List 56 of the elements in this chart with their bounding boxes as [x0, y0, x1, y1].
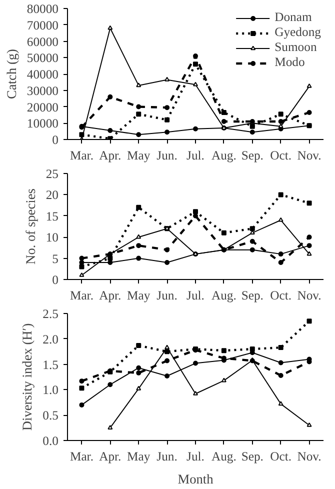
y-tick-label: 0	[52, 133, 58, 147]
x-tick-label: May	[127, 148, 151, 162]
x-tick-label: Mar.	[70, 450, 94, 464]
legend-label: Gyedong	[274, 25, 321, 40]
x-tick-label: Nov.	[297, 288, 322, 302]
y-tick-label: 70000	[26, 18, 58, 32]
x-tick-label: May	[127, 450, 151, 464]
x-tick-label: Aug.	[211, 288, 236, 302]
x-tick-label: Mar.	[70, 288, 94, 302]
x-tick-label: Aug.	[211, 450, 236, 464]
x-tick-label: Aug.	[211, 148, 236, 162]
x-tick-label: Jul.	[186, 450, 204, 464]
y-tick-label: 20000	[26, 100, 58, 114]
x-tick-label: Jun.	[156, 288, 178, 302]
x-tick-label: Jul.	[186, 148, 204, 162]
y-tick-label: 5	[52, 252, 58, 266]
y-tick-label: 1.0	[42, 383, 59, 398]
legend-label: Sumoon	[274, 40, 317, 55]
y-tick-label: 10000	[26, 116, 58, 131]
x-tick-label: Apr.	[99, 450, 122, 464]
x-tick-label: Nov.	[297, 148, 322, 162]
x-tick-label: Apr.	[99, 148, 122, 162]
y-tick-label: 15	[46, 209, 58, 224]
legend-label: Modo	[274, 55, 305, 70]
y-tick-label: 20	[46, 188, 58, 202]
x-tick-label: Oct.	[270, 450, 292, 464]
y-tick-label: 40000	[26, 68, 58, 82]
y-tick-label: 10	[46, 230, 58, 245]
y-tick-label: 60000	[26, 34, 58, 49]
x-tick-label: Sep.	[241, 148, 264, 162]
y-tick-label: 50000	[26, 51, 58, 66]
x-tick-label: Sep.	[241, 450, 264, 464]
y-tick-label: 2.0	[42, 332, 59, 346]
y-tick-label: 0.5	[42, 408, 59, 423]
y-tick-label: 1.5	[42, 358, 59, 372]
x-tick-label: Mar.	[70, 148, 94, 162]
x-tick-label: Jul.	[186, 288, 204, 302]
x-tick-label: Jun.	[156, 450, 178, 464]
legend-label: Donam	[274, 10, 312, 25]
x-tick-label: May	[127, 288, 151, 302]
y-axis-title: No. of species	[22, 188, 38, 264]
y-tick-label: 0.0	[42, 434, 59, 448]
x-tick-label: Jun.	[156, 148, 178, 162]
x-tick-label: Nov.	[297, 450, 322, 464]
x-tick-label: Oct.	[270, 288, 292, 302]
y-axis-title: Catch (g)	[4, 49, 19, 99]
x-axis-title: Month	[178, 472, 214, 486]
x-tick-label: Oct.	[270, 148, 292, 162]
y-tick-label: 0	[52, 273, 58, 287]
y-axis-title: Diversity index (H′)	[20, 323, 35, 431]
y-tick-label: 30000	[26, 84, 58, 98]
x-tick-label: Sep.	[241, 288, 264, 302]
y-tick-label: 80000	[26, 2, 58, 16]
y-tick-label: 25	[46, 167, 58, 181]
x-tick-label: Apr.	[99, 288, 122, 302]
y-tick-label: 2.5	[42, 307, 59, 321]
